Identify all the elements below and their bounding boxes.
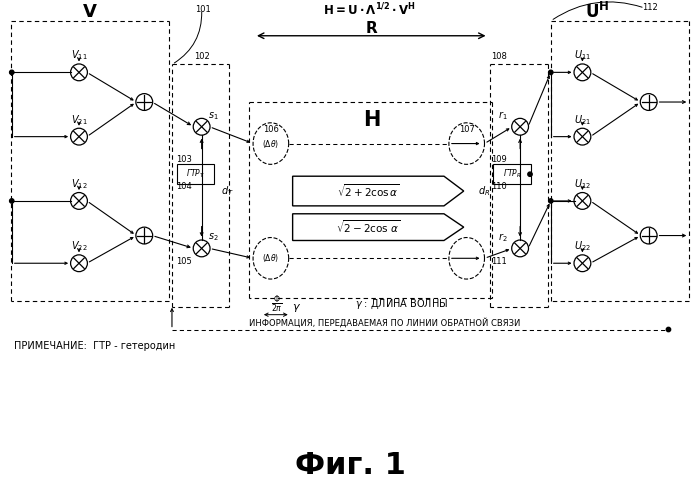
Text: $V_{22}$: $V_{22}$	[71, 240, 87, 253]
Text: $\sqrt{2-2\cos\,\alpha}$: $\sqrt{2-2\cos\,\alpha}$	[336, 219, 401, 236]
Text: $(\Delta\theta)$: $(\Delta\theta)$	[262, 252, 280, 264]
Text: $r_2$: $r_2$	[498, 231, 508, 244]
Text: $V_{21}$: $V_{21}$	[71, 113, 87, 127]
Text: 112: 112	[642, 2, 658, 12]
Circle shape	[10, 70, 14, 75]
Text: 108: 108	[491, 52, 507, 61]
Text: $V_{11}$: $V_{11}$	[71, 48, 87, 62]
Bar	[493, 165, 531, 184]
Text: $U_{22}$: $U_{22}$	[574, 240, 591, 253]
Circle shape	[666, 327, 670, 332]
Circle shape	[528, 172, 532, 176]
Text: $\sqrt{2+2\cos\alpha}$: $\sqrt{2+2\cos\alpha}$	[337, 182, 400, 199]
Text: 103: 103	[176, 155, 192, 164]
Circle shape	[10, 199, 14, 203]
Text: ПРИМЕЧАНИЕ:  ГТР - гетеродин: ПРИМЕЧАНИЕ: ГТР - гетеродин	[14, 341, 175, 351]
Text: $V_{12}$: $V_{12}$	[71, 177, 87, 191]
Text: $\mathbf{R}$: $\mathbf{R}$	[365, 20, 378, 36]
Text: ИНФОРМАЦИЯ, ПЕРЕДАВАЕМАЯ ПО ЛИНИИ ОБРАТНОЙ СВЯЗИ: ИНФОРМАЦИЯ, ПЕРЕДАВАЕМАЯ ПО ЛИНИИ ОБРАТН…	[249, 318, 520, 328]
Bar	[177, 165, 215, 184]
Text: 110: 110	[491, 182, 507, 191]
Text: 102: 102	[194, 52, 210, 61]
Text: $U_{12}$: $U_{12}$	[574, 177, 591, 191]
Text: $U_{11}$: $U_{11}$	[574, 48, 591, 62]
Text: 101: 101	[195, 4, 210, 14]
Circle shape	[549, 199, 553, 203]
Text: Фиг. 1: Фиг. 1	[294, 452, 405, 481]
Text: $s_2$: $s_2$	[208, 232, 218, 243]
Text: $r_1$: $r_1$	[498, 109, 508, 122]
Text: $U_{21}$: $U_{21}$	[574, 113, 591, 127]
Text: $(\Delta\theta)$: $(\Delta\theta)$	[262, 137, 280, 150]
Text: 104: 104	[176, 182, 192, 191]
Text: $d_T$: $d_T$	[221, 184, 233, 198]
Text: 107: 107	[459, 125, 475, 134]
Text: $\frac{\Phi}{2\pi}$: $\frac{\Phi}{2\pi}$	[271, 293, 282, 315]
Text: 109: 109	[491, 155, 507, 164]
Text: $\mathbf{V}$: $\mathbf{V}$	[82, 3, 98, 21]
Text: $ГТР_R$: $ГТР_R$	[503, 168, 521, 181]
Text: $\gamma$: $\gamma$	[292, 302, 301, 314]
Text: $\mathbf{H}$: $\mathbf{H}$	[363, 110, 380, 130]
Text: $\mathbf{H = U \cdot \Lambda^{1/2} \cdot V^H}$: $\mathbf{H = U \cdot \Lambda^{1/2} \cdot…	[323, 2, 417, 18]
Text: $s_1$: $s_1$	[208, 110, 218, 122]
Circle shape	[549, 70, 553, 75]
Text: $\gamma$ : ДЛИНА ВОЛНЫ: $\gamma$ : ДЛИНА ВОЛНЫ	[355, 298, 448, 311]
Text: $\mathbf{U^H}$: $\mathbf{U^H}$	[585, 2, 610, 22]
Text: 105: 105	[176, 257, 192, 266]
Text: $d_R$: $d_R$	[478, 184, 491, 198]
Text: 106: 106	[263, 125, 279, 134]
Text: $ГТР_T$: $ГТР_T$	[186, 168, 206, 181]
Text: 111: 111	[491, 257, 507, 266]
